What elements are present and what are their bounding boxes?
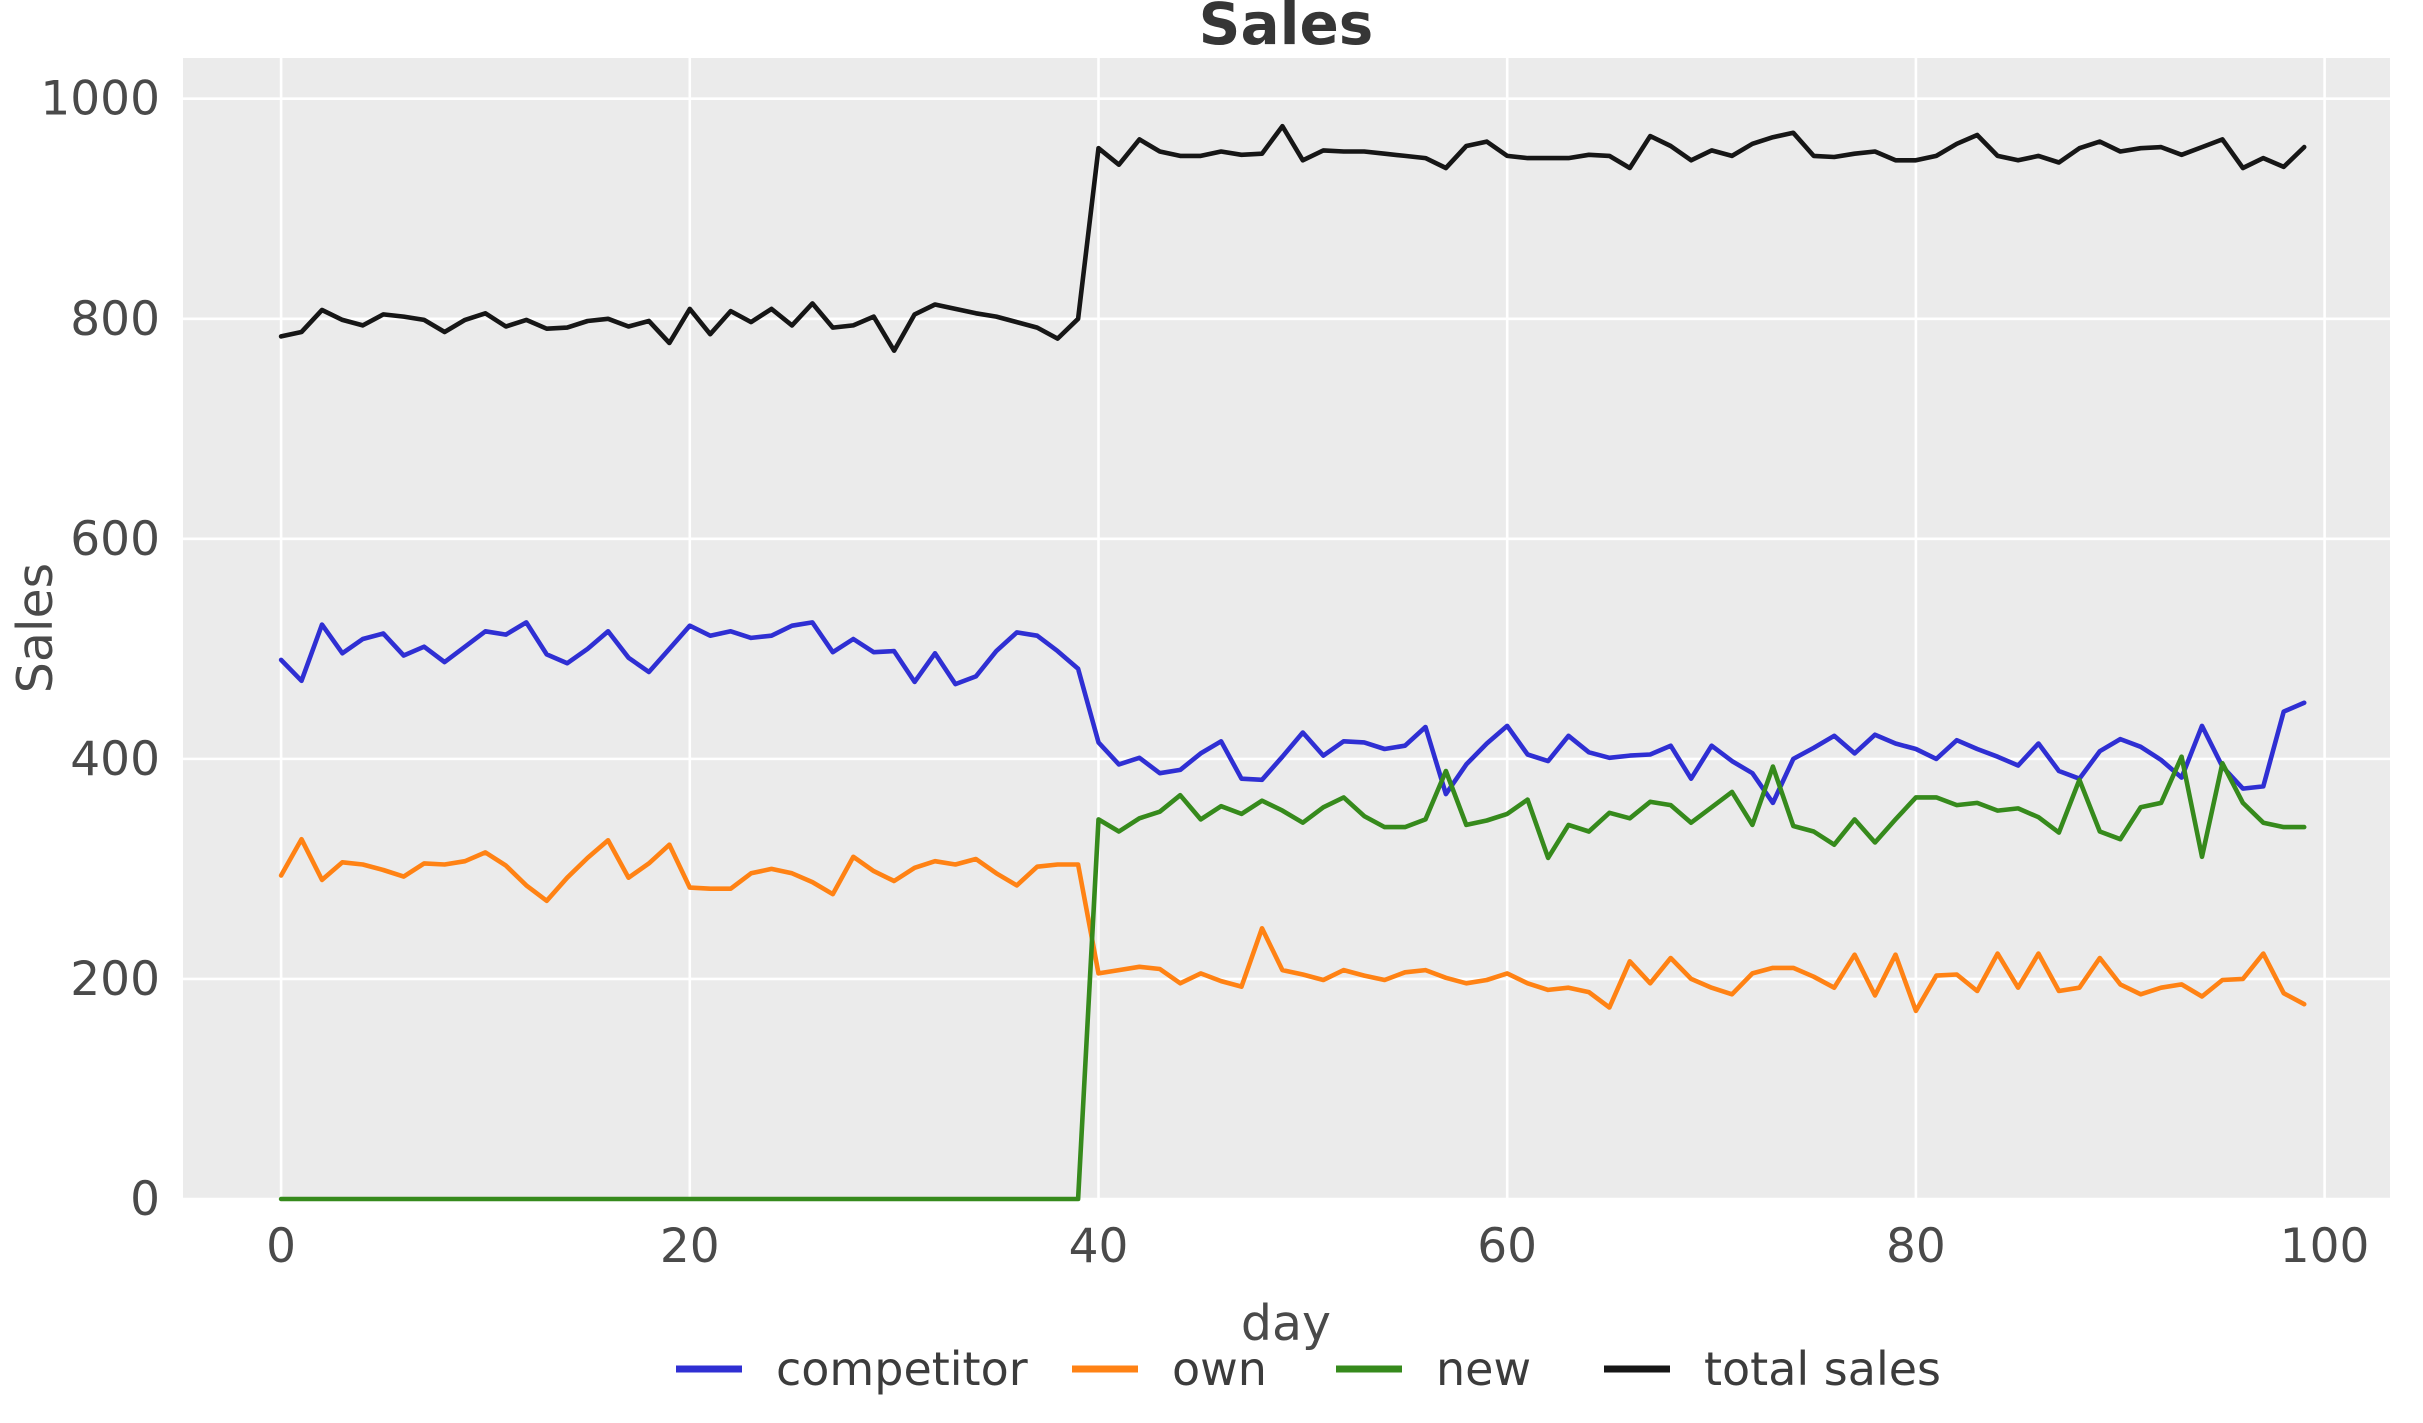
legend-item-total-sales: total sales (1604, 1342, 1941, 1396)
chart-title: Sales (1199, 0, 1374, 58)
x-tick-label-60: 60 (1477, 1219, 1537, 1274)
y-tick-label-1000: 1000 (40, 72, 160, 127)
legend: competitor own new total sales (676, 1342, 1941, 1396)
x-tick-label-20: 20 (660, 1219, 720, 1274)
x-tick-label-100: 100 (2280, 1219, 2370, 1274)
x-tick-label-80: 80 (1886, 1219, 1946, 1274)
series-line-new (278, 754, 2307, 1202)
series-line-own (278, 836, 2307, 1014)
legend-label-competitor: competitor (776, 1342, 1028, 1396)
y-tick-label-800: 800 (70, 292, 160, 347)
series-line-competitor (278, 620, 2307, 806)
y-tick-label-200: 200 (70, 952, 160, 1007)
y-tick-label-0: 0 (130, 1172, 160, 1227)
series-line-total-sales (278, 123, 2307, 354)
x-axis-label: day (1241, 1295, 1331, 1352)
x-tick-label-0: 0 (266, 1219, 296, 1274)
legend-item-competitor: competitor (676, 1342, 1028, 1396)
legend-item-own: own (1072, 1342, 1267, 1396)
y-tick-label-400: 400 (70, 732, 160, 787)
y-tick-label-600: 600 (70, 512, 160, 567)
y-axis-label: Sales (7, 563, 64, 693)
legend-item-new: new (1336, 1342, 1531, 1396)
legend-label-own: own (1172, 1342, 1267, 1396)
x-tick-label-40: 40 (1069, 1219, 1129, 1274)
legend-label-total-sales: total sales (1704, 1342, 1941, 1396)
plot-area (183, 58, 2390, 1199)
legend-label-new: new (1436, 1342, 1531, 1396)
